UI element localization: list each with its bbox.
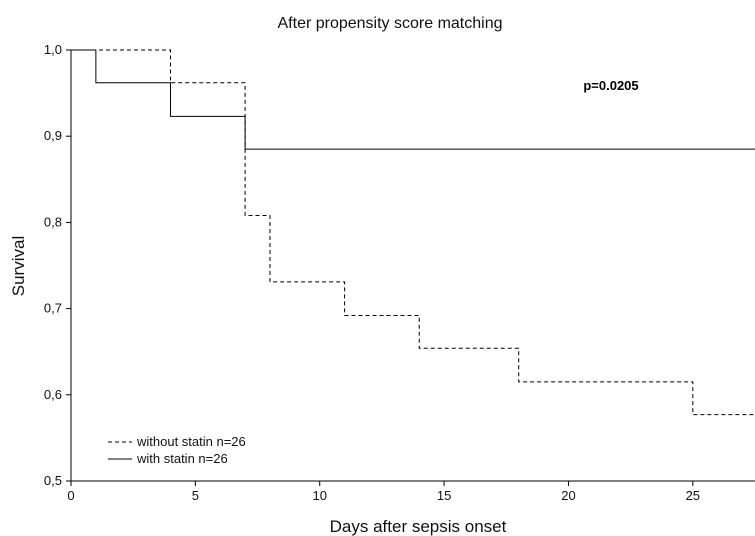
x-axis-label: Days after sepsis onset [330, 517, 507, 536]
legend: without statin n=26 with statin n=26 [108, 434, 246, 466]
series-layer [71, 49, 755, 416]
y-tick-label: 0,7 [44, 301, 62, 316]
x-tick-label: 25 [686, 488, 700, 503]
without-statin-curve [71, 49, 755, 416]
y-axis-ticks: 0,5 0,6 0,7 0,8 0,9 1,0 [44, 42, 71, 488]
x-tick-label: 15 [437, 488, 451, 503]
x-tick-label: 5 [192, 488, 199, 503]
legend-entry: without statin n=26 [136, 434, 246, 449]
x-tick-label: 10 [312, 488, 326, 503]
y-axis-label: Survival [9, 236, 28, 296]
p-value-annotation: p=0.0205 [583, 78, 638, 93]
y-tick-label: 0,6 [44, 387, 62, 402]
y-tick-label: 0,5 [44, 473, 62, 488]
legend-entry: with statin n=26 [136, 451, 228, 466]
x-tick-label: 20 [561, 488, 575, 503]
x-axis-ticks: 0 5 10 15 20 25 [67, 481, 700, 503]
y-tick-label: 0,8 [44, 214, 62, 229]
x-tick-label: 0 [67, 488, 74, 503]
y-tick-label: 1,0 [44, 42, 62, 57]
chart-title: After propensity score matching [278, 15, 503, 32]
with-statin-curve [71, 49, 755, 150]
y-tick-label: 0,9 [44, 128, 62, 143]
